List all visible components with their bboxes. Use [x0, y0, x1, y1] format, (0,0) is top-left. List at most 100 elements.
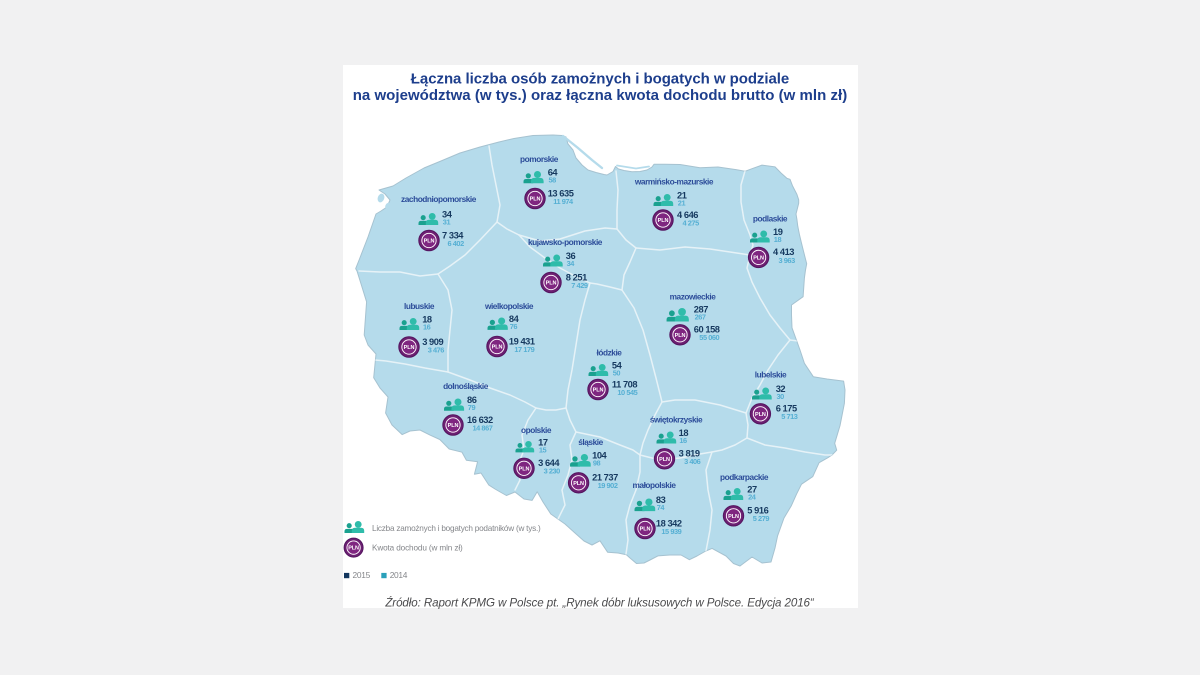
svg-text:7 334: 7 334: [442, 230, 464, 240]
svg-text:6 175: 6 175: [776, 404, 797, 414]
svg-text:PLN: PLN: [753, 255, 764, 261]
svg-text:PLN: PLN: [546, 281, 557, 287]
svg-text:opolskie: opolskie: [521, 425, 552, 435]
svg-text:świętokrzyskie: świętokrzyskie: [650, 415, 703, 425]
svg-text:15 939: 15 939: [661, 527, 681, 536]
svg-text:wielkopolskie: wielkopolskie: [484, 301, 534, 311]
svg-text:13 635: 13 635: [548, 188, 574, 198]
svg-text:18 342: 18 342: [656, 518, 682, 528]
svg-text:na województwa (w tys.) oraz ł: na województwa (w tys.) oraz łączna kwot…: [353, 87, 848, 104]
svg-text:11 974: 11 974: [553, 197, 574, 206]
svg-text:PLN: PLN: [658, 218, 669, 224]
svg-text:15: 15: [539, 446, 547, 455]
svg-text:Źródło: Raport KPMG w Polsce p: Źródło: Raport KPMG w Polsce pt. „Rynek …: [384, 596, 815, 609]
svg-text:8 251: 8 251: [566, 272, 587, 282]
svg-text:Łączna liczba osób zamożnych i: Łączna liczba osób zamożnych i bogatych …: [411, 70, 789, 87]
svg-text:4 646: 4 646: [677, 210, 698, 220]
svg-text:54: 54: [612, 360, 623, 370]
svg-text:3 909: 3 909: [422, 337, 443, 347]
svg-text:24: 24: [748, 493, 757, 502]
svg-text:zachodniopomorskie: zachodniopomorskie: [401, 194, 477, 204]
svg-text:21: 21: [678, 199, 686, 208]
svg-text:4 413: 4 413: [773, 247, 794, 257]
svg-text:84: 84: [509, 314, 520, 324]
svg-text:łódzkie: łódzkie: [597, 348, 623, 358]
svg-text:2015: 2015: [353, 570, 371, 580]
svg-text:PLN: PLN: [593, 388, 604, 394]
svg-text:86: 86: [467, 395, 477, 405]
svg-text:5 279: 5 279: [753, 514, 770, 523]
svg-text:31: 31: [443, 218, 451, 227]
svg-text:3 644: 3 644: [538, 458, 560, 468]
svg-text:50: 50: [613, 369, 621, 378]
svg-text:30: 30: [777, 392, 785, 401]
svg-text:19 902: 19 902: [598, 481, 618, 490]
svg-text:55 060: 55 060: [699, 333, 719, 342]
svg-text:21 737: 21 737: [592, 473, 618, 483]
svg-text:5 713: 5 713: [781, 412, 798, 421]
svg-text:4 275: 4 275: [683, 218, 700, 227]
svg-text:warmińsko-mazurskie: warmińsko-mazurskie: [634, 177, 714, 187]
svg-text:16: 16: [679, 436, 687, 445]
svg-text:kujawsko-pomorskie: kujawsko-pomorskie: [528, 237, 603, 247]
svg-text:76: 76: [510, 322, 518, 331]
svg-text:19: 19: [773, 227, 783, 237]
svg-text:6 402: 6 402: [448, 239, 465, 248]
svg-text:PLN: PLN: [755, 412, 766, 418]
svg-text:podkarpackie: podkarpackie: [720, 472, 769, 482]
svg-text:PLN: PLN: [573, 481, 584, 487]
svg-text:98: 98: [593, 459, 601, 468]
svg-text:PLN: PLN: [728, 514, 739, 520]
svg-text:267: 267: [695, 313, 706, 322]
svg-text:58: 58: [549, 176, 557, 185]
svg-text:lubuskie: lubuskie: [404, 301, 435, 311]
svg-text:śląskie: śląskie: [578, 437, 603, 447]
svg-text:3 230: 3 230: [544, 467, 561, 476]
svg-text:17 179: 17 179: [514, 345, 534, 354]
svg-text:104: 104: [592, 450, 607, 460]
svg-text:32: 32: [776, 384, 786, 394]
svg-text:19 431: 19 431: [509, 336, 535, 346]
svg-text:287: 287: [694, 304, 708, 314]
svg-text:PLN: PLN: [530, 197, 541, 203]
svg-text:Kwota dochodu (w mln zł): Kwota dochodu (w mln zł): [372, 544, 463, 553]
svg-text:PLN: PLN: [348, 546, 359, 552]
svg-text:3 406: 3 406: [684, 457, 701, 466]
svg-text:mazowieckie: mazowieckie: [670, 291, 717, 301]
svg-text:PLN: PLN: [492, 345, 503, 351]
svg-text:PLN: PLN: [640, 527, 651, 533]
svg-text:3 963: 3 963: [779, 256, 796, 265]
svg-text:podlaskie: podlaskie: [753, 214, 788, 224]
svg-text:16 632: 16 632: [467, 415, 493, 425]
svg-text:PLN: PLN: [659, 457, 670, 463]
svg-text:74: 74: [657, 503, 666, 512]
svg-text:83: 83: [656, 495, 666, 505]
svg-text:17: 17: [538, 437, 548, 447]
svg-text:27: 27: [747, 484, 757, 494]
svg-text:3 819: 3 819: [679, 449, 700, 459]
svg-text:60 158: 60 158: [694, 325, 720, 335]
svg-text:PLN: PLN: [519, 466, 530, 472]
svg-text:18: 18: [422, 314, 432, 324]
svg-text:pomorskie: pomorskie: [520, 154, 559, 164]
svg-text:5 916: 5 916: [747, 506, 768, 516]
svg-text:7 429: 7 429: [571, 281, 588, 290]
svg-text:PLN: PLN: [404, 345, 415, 351]
svg-text:16: 16: [423, 323, 431, 332]
svg-text:dolnośląskie: dolnośląskie: [443, 381, 489, 391]
svg-text:34: 34: [567, 259, 576, 268]
svg-text:10 545: 10 545: [617, 388, 637, 397]
svg-text:2014: 2014: [390, 570, 408, 580]
svg-text:18: 18: [774, 235, 782, 244]
svg-text:14 867: 14 867: [473, 423, 493, 432]
svg-text:lubelskie: lubelskie: [755, 370, 787, 380]
svg-text:PLN: PLN: [424, 239, 435, 245]
svg-text:18: 18: [679, 428, 689, 438]
svg-text:małopolskie: małopolskie: [632, 480, 676, 490]
svg-text:21: 21: [677, 190, 687, 200]
svg-text:34: 34: [442, 209, 453, 219]
svg-text:Liczba zamożnych i bogatych po: Liczba zamożnych i bogatych podatników (…: [372, 524, 541, 533]
svg-text:11 708: 11 708: [612, 379, 638, 389]
svg-text:3 476: 3 476: [428, 345, 445, 354]
svg-text:36: 36: [566, 251, 576, 261]
